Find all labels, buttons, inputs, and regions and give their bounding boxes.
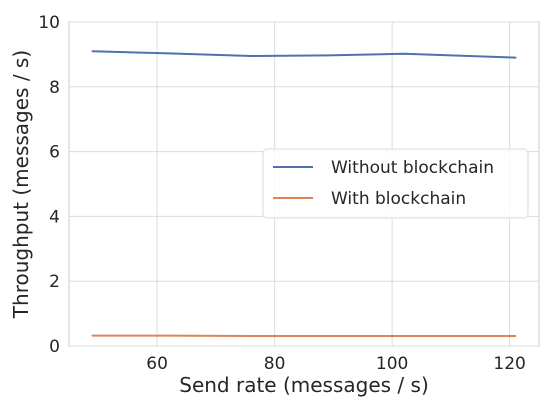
y-tick-label: 0 xyxy=(49,337,60,357)
series-line-1 xyxy=(91,50,517,59)
y-tick-label: 4 xyxy=(49,207,60,227)
y-tick-label: 8 xyxy=(49,78,60,98)
x-tick-labels: 60 80 100 120 xyxy=(146,354,526,374)
x-tick-label: 120 xyxy=(493,354,525,374)
x-tick-label: 80 xyxy=(264,354,286,374)
y-tick-label: 2 xyxy=(49,272,60,292)
x-tick-label: 100 xyxy=(376,354,408,374)
y-axis-label: Throughput (messages / s) xyxy=(9,50,33,319)
legend: Without blockchain With blockchain xyxy=(262,148,529,219)
x-tick-label: 60 xyxy=(146,354,168,374)
legend-label: Without blockchain xyxy=(331,158,494,178)
y-tick-labels: 0 2 4 6 8 10 xyxy=(38,13,60,357)
legend-box xyxy=(262,148,529,219)
grid xyxy=(68,21,540,347)
y-tick-label: 6 xyxy=(49,143,60,163)
legend-label: With blockchain xyxy=(331,189,466,209)
series-lines xyxy=(91,50,517,337)
y-tick-label: 10 xyxy=(38,13,60,33)
x-axis-label: Send rate (messages / s) xyxy=(179,373,429,397)
